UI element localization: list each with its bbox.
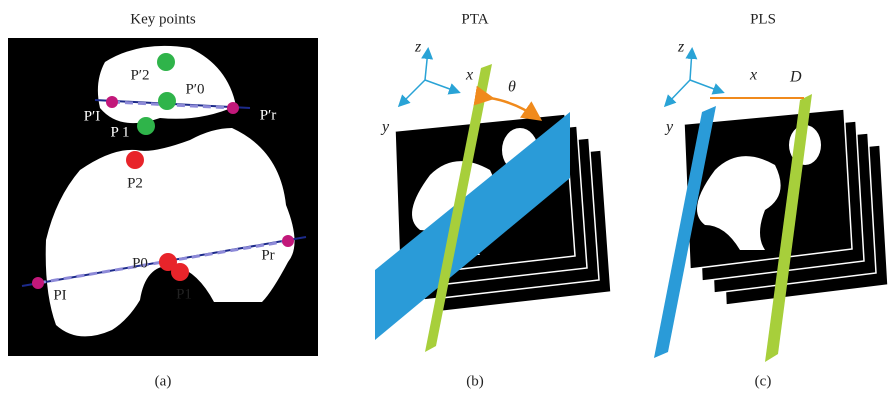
key-point: [157, 53, 175, 71]
panel-c: PLS z x y D (c): [654, 11, 888, 389]
axis-arrow: [666, 80, 690, 105]
key-point: [32, 277, 44, 289]
point-label: P′I: [84, 108, 101, 124]
axis-label: z: [677, 39, 685, 56]
axis-label: x: [465, 67, 473, 84]
point-label: PI: [53, 287, 66, 303]
point-label: P2: [127, 175, 143, 191]
key-point: [171, 263, 189, 281]
key-point: [126, 151, 144, 169]
point-label: P′2: [130, 67, 149, 83]
panel-title: PTA: [461, 11, 488, 27]
panel-a: Key points P′2 P′0 P′I P′r P 1 P2 P0 P1 …: [8, 11, 318, 389]
axis-arrow: [690, 50, 692, 80]
distance-label: D: [789, 69, 802, 86]
point-label: P1: [176, 286, 192, 302]
axis-label: y: [664, 119, 674, 136]
figure: Key points P′2 P′0 P′I P′r P 1 P2 P0 P1 …: [0, 0, 889, 400]
angle-arc: [490, 98, 538, 118]
panel-title: Key points: [130, 11, 196, 27]
point-label: P 1: [110, 124, 129, 140]
panel-title: PLS: [750, 11, 776, 27]
caption: (b): [466, 373, 484, 389]
point-label: P0: [132, 255, 148, 271]
axis-label: x: [749, 67, 757, 84]
point-label: P′r: [260, 107, 277, 123]
angle-label: θ: [508, 79, 516, 96]
point-label: P′0: [185, 81, 204, 97]
key-point: [282, 235, 294, 247]
caption: (c): [755, 373, 772, 389]
caption: (a): [155, 373, 172, 389]
axis-label: z: [414, 39, 422, 56]
key-point: [106, 96, 118, 108]
axis-arrow: [690, 80, 722, 92]
axis-label: y: [380, 119, 390, 136]
point-label: Pr: [261, 247, 274, 263]
key-point: [227, 102, 239, 114]
axis-arrow: [425, 80, 458, 92]
key-point: [158, 92, 176, 110]
panel-b: PTA z x y θ (b): [375, 11, 611, 389]
axis-arrow: [425, 50, 428, 80]
axis-arrow: [400, 80, 425, 105]
key-point: [137, 117, 155, 135]
